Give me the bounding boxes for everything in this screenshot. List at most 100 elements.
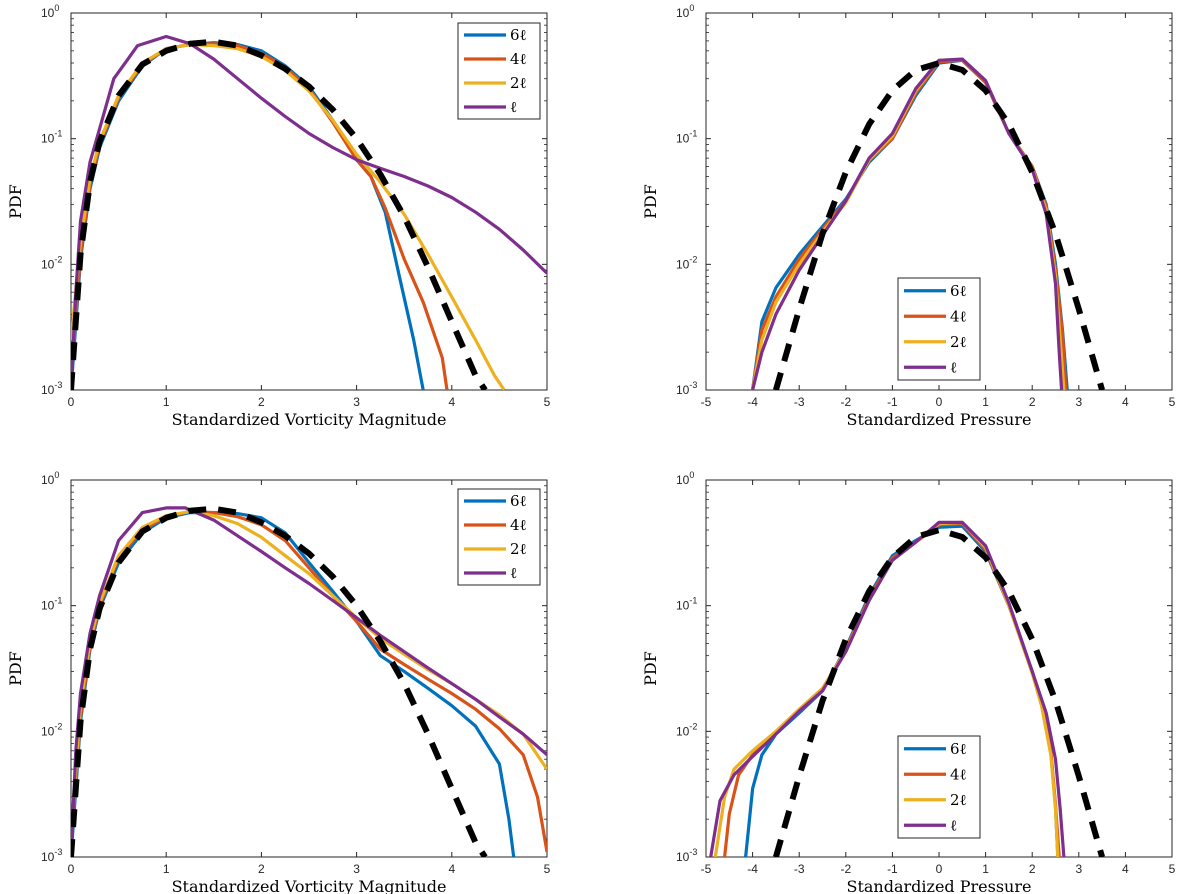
x-tick-label: 3 — [1075, 862, 1082, 876]
y-tick-exponent: -1 — [689, 129, 697, 139]
series-lines — [709, 520, 1105, 857]
x-tick-label: -3 — [794, 862, 805, 876]
y-tick-label: 100 — [676, 470, 694, 487]
y-tick-base: 10 — [676, 257, 690, 271]
x-tick-label: 0 — [936, 862, 943, 876]
x-tick-label: -3 — [794, 395, 805, 409]
y-tick-exponent: -2 — [689, 254, 697, 264]
y-tick-base: 10 — [676, 473, 690, 487]
y-tick-exponent: -2 — [689, 721, 697, 731]
legend-label: 4ℓ — [950, 307, 967, 325]
y-tick-exponent: -3 — [689, 380, 697, 390]
x-tick-label: -1 — [887, 862, 898, 876]
legend-label: ℓ — [510, 564, 517, 582]
y-tick-exponent: 0 — [54, 470, 59, 480]
x-tick-label: -2 — [840, 395, 851, 409]
x-tick-label: 3 — [353, 862, 360, 876]
x-tick-label: 4 — [1122, 395, 1129, 409]
y-tick-base: 10 — [676, 6, 690, 20]
x-tick-label: 0 — [936, 395, 943, 409]
x-tick-label: 4 — [1122, 862, 1129, 876]
x-tick-label: -2 — [840, 862, 851, 876]
x-tick-label: 1 — [982, 395, 989, 409]
y-tick-label: 10-2 — [676, 721, 697, 738]
y-tick-label: 10-3 — [676, 847, 697, 864]
y-axis-label: PDF — [6, 184, 25, 219]
y-tick-base: 10 — [676, 383, 690, 397]
x-tick-label: 3 — [1075, 395, 1082, 409]
legend-label: 4ℓ — [510, 516, 527, 534]
legend: 6ℓ 4ℓ 2ℓ ℓ — [457, 22, 541, 120]
legend-label: ℓ — [950, 816, 957, 834]
y-tick-label: 100 — [41, 3, 59, 20]
x-tick-label: 5 — [1169, 862, 1176, 876]
x-tick-label: 5 — [544, 395, 551, 409]
series-line-4 — [709, 520, 1066, 857]
y-tick-label: 100 — [676, 3, 694, 20]
legend-box — [897, 277, 981, 381]
y-tick-base: 10 — [676, 850, 690, 864]
y-tick-label: 10-1 — [676, 129, 697, 146]
x-tick-label: 2 — [1029, 395, 1036, 409]
x-tick-label: 2 — [258, 395, 265, 409]
x-axis-label: Standardized Pressure — [847, 877, 1032, 894]
series-line-4 — [751, 57, 1064, 390]
x-tick-label: 0 — [68, 395, 75, 409]
legend-label: 2ℓ — [950, 791, 967, 809]
y-tick-base: 10 — [41, 132, 55, 146]
series-line-reference-gaussian — [71, 38, 488, 390]
y-tick-label: 10-3 — [41, 847, 62, 864]
legend: 6ℓ 4ℓ 2ℓ ℓ — [897, 277, 981, 381]
legend-box — [897, 735, 981, 839]
legend-label: 6ℓ — [510, 26, 527, 44]
y-tick-base: 10 — [41, 257, 55, 271]
x-tick-label: -4 — [747, 862, 758, 876]
y-tick-base: 10 — [41, 724, 55, 738]
y-tick-exponent: -2 — [54, 254, 62, 264]
y-tick-label: 10-3 — [676, 380, 697, 397]
x-tick-label: 2 — [1029, 862, 1036, 876]
y-tick-base: 10 — [41, 383, 55, 397]
y-tick-exponent: 0 — [54, 3, 59, 13]
series-line-reference-gaussian — [773, 60, 1105, 390]
legend-label: 6ℓ — [950, 282, 967, 300]
legend-label: 4ℓ — [510, 50, 527, 68]
legend-label: 6ℓ — [510, 492, 527, 510]
y-tick-exponent: 0 — [689, 470, 694, 480]
y-tick-label: 10-2 — [676, 254, 697, 271]
y-tick-base: 10 — [41, 473, 55, 487]
x-axis-label: Standardized Pressure — [847, 410, 1032, 429]
y-tick-base: 10 — [676, 132, 690, 146]
y-tick-base: 10 — [41, 6, 55, 20]
y-tick-base: 10 — [41, 850, 55, 864]
x-tick-label: 1 — [982, 862, 989, 876]
y-tick-exponent: -1 — [54, 129, 62, 139]
x-tick-label: -5 — [701, 862, 712, 876]
y-tick-exponent: -1 — [689, 596, 697, 606]
x-tick-label: 5 — [1169, 395, 1176, 409]
y-tick-exponent: -3 — [54, 847, 62, 857]
y-tick-exponent: -1 — [54, 596, 62, 606]
series-line-4 — [71, 34, 547, 390]
legend-label: 2ℓ — [510, 74, 527, 92]
y-tick-label: 10-2 — [41, 254, 62, 271]
y-tick-exponent: -3 — [54, 380, 62, 390]
y-tick-base: 10 — [676, 599, 690, 613]
y-axis-label: PDF — [6, 651, 25, 686]
y-tick-label: 100 — [41, 470, 59, 487]
x-axis-label: Standardized Vorticity Magnitude — [172, 877, 447, 894]
y-tick-exponent: -2 — [54, 721, 62, 731]
x-tick-label: 1 — [163, 395, 170, 409]
x-tick-label: -5 — [701, 395, 712, 409]
legend-box — [457, 22, 541, 120]
legend-label: 6ℓ — [950, 740, 967, 758]
series-line-reference-gaussian — [773, 527, 1105, 857]
y-tick-exponent: 0 — [689, 3, 694, 13]
x-tick-label: -4 — [747, 395, 758, 409]
x-tick-label: -1 — [887, 395, 898, 409]
y-tick-label: 10-1 — [41, 596, 62, 613]
x-tick-label: 5 — [544, 862, 551, 876]
